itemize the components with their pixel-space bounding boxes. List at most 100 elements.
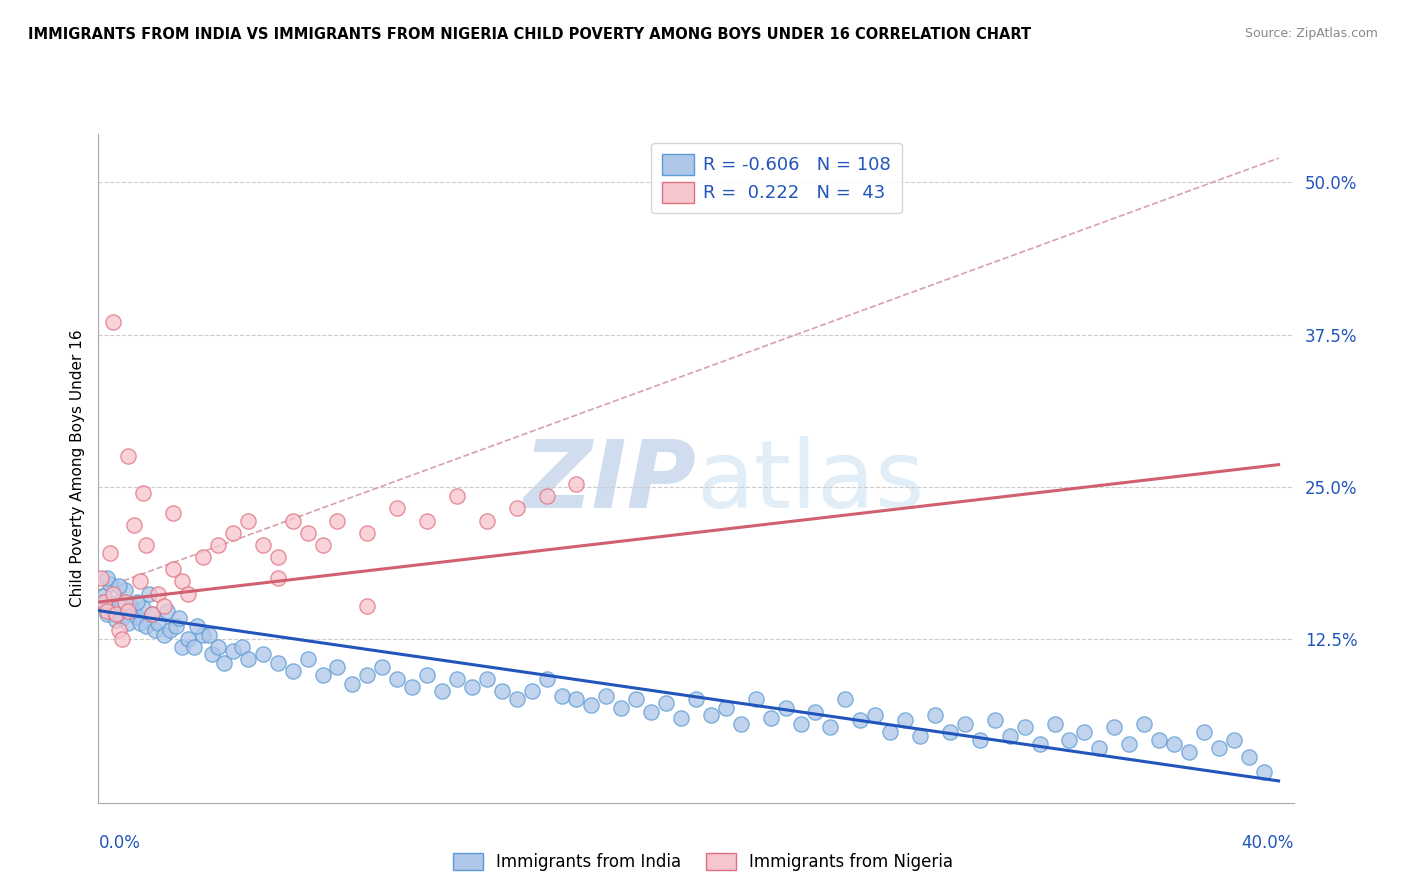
Point — [595, 689, 617, 703]
Point — [148, 615, 170, 630]
Point — [356, 525, 378, 540]
Point — [730, 716, 752, 731]
Point — [640, 705, 662, 719]
Point — [132, 601, 155, 615]
Point — [177, 586, 200, 600]
Point — [129, 615, 152, 630]
Point — [129, 574, 152, 589]
Point — [124, 604, 146, 618]
Point — [1133, 716, 1156, 731]
Point — [1237, 749, 1260, 764]
Text: 40.0%: 40.0% — [1241, 834, 1294, 852]
Point — [356, 668, 378, 682]
Point — [267, 656, 290, 670]
Point — [231, 640, 253, 654]
Point — [446, 489, 468, 503]
Point — [114, 582, 136, 597]
Point — [153, 628, 176, 642]
Point — [222, 525, 245, 540]
Point — [326, 659, 349, 673]
Point — [385, 501, 409, 516]
Point — [191, 628, 214, 642]
Point — [430, 684, 453, 698]
Point — [775, 701, 797, 715]
Point — [120, 599, 142, 613]
Point — [167, 611, 190, 625]
Point — [745, 692, 768, 706]
Point — [108, 623, 131, 637]
Point — [90, 595, 112, 609]
Point — [356, 599, 378, 613]
Point — [789, 716, 811, 731]
Point — [236, 514, 259, 528]
Point — [894, 713, 917, 727]
Point — [550, 689, 572, 703]
Point — [252, 648, 274, 662]
Point — [98, 546, 122, 560]
Point — [1147, 732, 1170, 747]
Legend: Immigrants from India, Immigrants from Nigeria: Immigrants from India, Immigrants from N… — [444, 845, 962, 880]
Point — [281, 514, 304, 528]
Point — [475, 514, 498, 528]
Text: Source: ZipAtlas.com: Source: ZipAtlas.com — [1244, 27, 1378, 40]
Point — [565, 692, 588, 706]
Point — [105, 607, 128, 622]
Point — [236, 652, 259, 666]
Y-axis label: Child Poverty Among Boys Under 16: Child Poverty Among Boys Under 16 — [69, 329, 84, 607]
Point — [191, 550, 214, 565]
Point — [908, 729, 931, 743]
Point — [1163, 738, 1185, 752]
Point — [201, 648, 224, 662]
Point — [1043, 716, 1066, 731]
Point — [162, 506, 184, 520]
Point — [714, 701, 737, 715]
Point — [172, 574, 194, 589]
Point — [143, 623, 166, 637]
Point — [1192, 725, 1215, 739]
Point — [267, 571, 290, 585]
Point — [111, 611, 134, 625]
Point — [685, 692, 707, 706]
Point — [1104, 720, 1126, 734]
Point — [401, 680, 423, 694]
Point — [536, 489, 558, 503]
Point — [135, 619, 157, 633]
Point — [198, 628, 221, 642]
Point — [297, 525, 319, 540]
Point — [124, 518, 146, 533]
Point — [311, 538, 333, 552]
Point — [297, 652, 319, 666]
Point — [416, 668, 439, 682]
Point — [475, 672, 498, 686]
Point — [953, 716, 976, 731]
Point — [924, 708, 946, 723]
Point — [939, 725, 962, 739]
Point — [159, 623, 181, 637]
Point — [342, 676, 364, 690]
Point — [461, 680, 484, 694]
Point — [153, 599, 176, 613]
Point — [103, 604, 125, 618]
Point — [117, 604, 139, 618]
Point — [96, 571, 118, 585]
Point — [536, 672, 558, 686]
Point — [804, 705, 827, 719]
Point — [212, 656, 235, 670]
Point — [820, 720, 842, 734]
Point — [834, 692, 856, 706]
Point — [117, 615, 139, 630]
Point — [491, 684, 513, 698]
Point — [162, 562, 184, 576]
Point — [177, 632, 200, 646]
Point — [108, 595, 131, 609]
Point — [879, 725, 901, 739]
Point — [165, 619, 187, 633]
Legend: R = -0.606   N = 108, R =  0.222   N =  43: R = -0.606 N = 108, R = 0.222 N = 43 — [651, 143, 903, 213]
Point — [565, 477, 588, 491]
Point — [103, 586, 125, 600]
Point — [506, 692, 529, 706]
Point — [759, 711, 782, 725]
Point — [998, 729, 1021, 743]
Point — [135, 538, 157, 552]
Point — [127, 609, 149, 624]
